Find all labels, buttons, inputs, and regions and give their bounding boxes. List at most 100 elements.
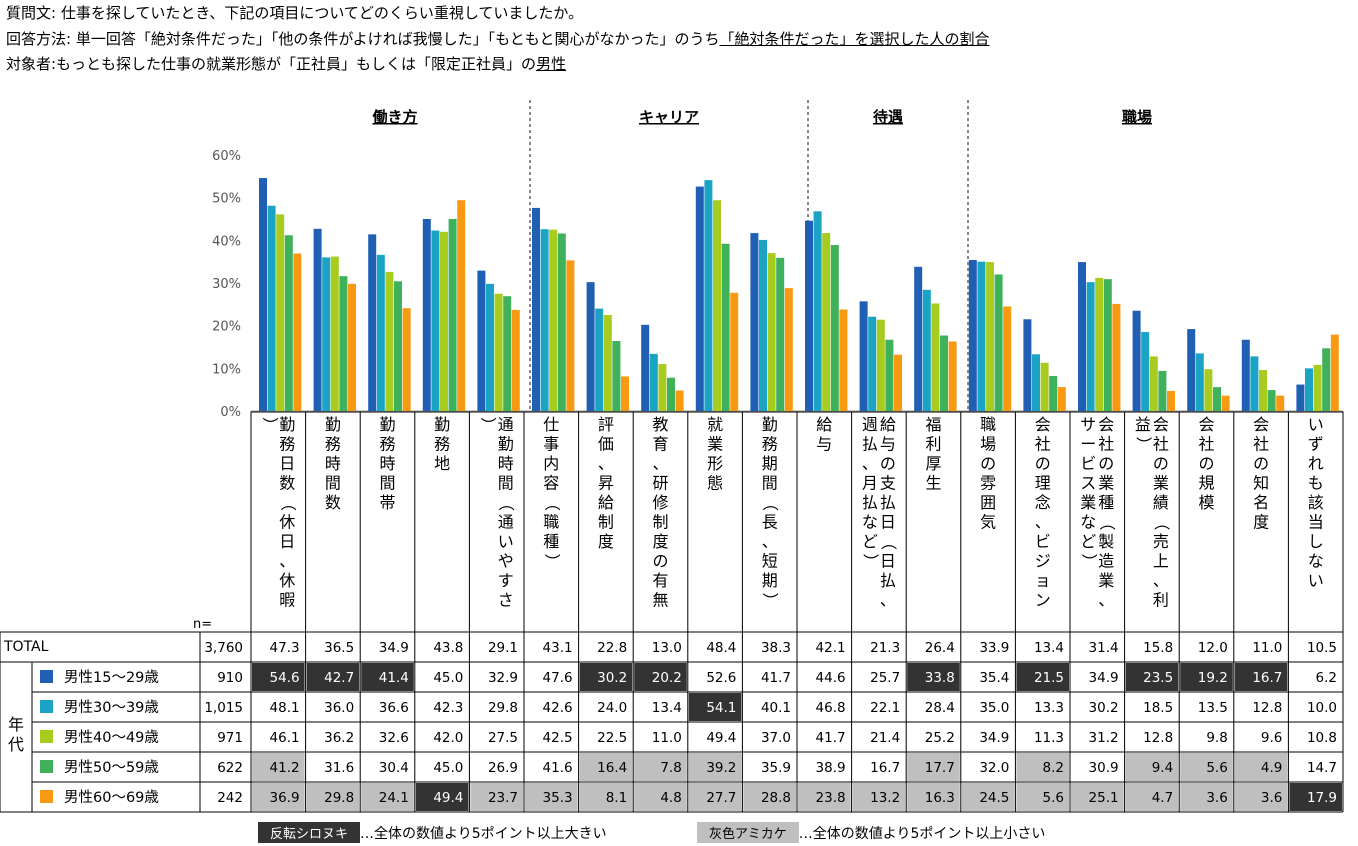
highlight-gray-cell xyxy=(579,753,633,781)
highlight-dark-cell xyxy=(361,663,414,691)
category-label-char: 評 xyxy=(598,415,614,434)
table-cell-value: 23.8 xyxy=(816,790,846,806)
category-label-char: い xyxy=(498,532,514,551)
bar xyxy=(431,230,440,411)
bar xyxy=(503,296,512,411)
table-cell-value: 22.5 xyxy=(597,730,627,746)
bar xyxy=(1259,370,1267,411)
category-label-char: 業 xyxy=(1153,474,1169,493)
highlight-gray-cell xyxy=(852,783,906,811)
highlight-dark-cell xyxy=(306,663,360,691)
category-label-char: の xyxy=(1153,454,1169,473)
bar xyxy=(675,390,684,411)
highlight-gray-cell xyxy=(525,783,578,811)
table-cell-value: 48.1 xyxy=(270,700,300,716)
bar xyxy=(1330,334,1339,411)
category-label-char: 勤 xyxy=(762,415,778,434)
legend-swatch xyxy=(40,790,53,803)
table-cell-value: 19.2 xyxy=(1198,670,1228,686)
category-label-char: 知 xyxy=(1253,474,1269,493)
category-label-char: 当 xyxy=(1308,513,1324,532)
bar xyxy=(1313,364,1322,411)
bar xyxy=(267,205,276,411)
table-cell-value: 9.6 xyxy=(1261,730,1282,746)
table-cell-value: 35.4 xyxy=(979,670,1009,686)
y-tick-label: 10% xyxy=(212,362,241,377)
table-cell-value: 6.2 xyxy=(1316,670,1337,686)
highlight-gray-cell xyxy=(907,753,960,781)
bar xyxy=(1204,369,1213,411)
bar xyxy=(276,214,285,411)
category-label-char: 業 xyxy=(707,435,723,454)
category-label-char: 間 xyxy=(498,474,514,493)
category-label-char: 模 xyxy=(1198,493,1214,512)
highlight-gray-cell xyxy=(252,783,305,811)
table-cell-value: 26.4 xyxy=(925,640,955,656)
category-label-char: 社 xyxy=(1153,435,1169,454)
table-cell-value: 12.8 xyxy=(1252,700,1282,716)
category-label-char: 帯 xyxy=(379,493,395,512)
category-label-char: 、 xyxy=(1035,513,1051,532)
table-cell-value: 40.1 xyxy=(761,700,791,716)
table-row-label: 男性50～59歳 xyxy=(64,759,159,776)
bar xyxy=(1195,353,1204,411)
category-label-char: 払 xyxy=(862,435,878,454)
category-label-char: ジ xyxy=(1035,552,1051,571)
category-label-char: 製 xyxy=(1098,532,1114,551)
table-cell-value: 34.9 xyxy=(979,730,1009,746)
table-cell-value: 10.5 xyxy=(1307,640,1337,656)
table-cell-value: 33.9 xyxy=(979,640,1009,656)
category-label-char: 度 xyxy=(1253,513,1269,532)
category-label-char: の xyxy=(880,454,896,473)
category-label-char: れ xyxy=(1308,454,1324,473)
legend-swatch xyxy=(40,700,53,713)
table-cell-value: 23.5 xyxy=(1143,670,1173,686)
table-cell-value: 35.9 xyxy=(761,760,791,776)
target-respondents: 対象者:もっとも探した仕事の就業形態が「正社員」もしくは「限定正社員」の男性 xyxy=(6,55,567,73)
table-cell-value: 25.1 xyxy=(1089,790,1119,806)
table-cell-value: 41.7 xyxy=(761,670,791,686)
table-cell-value: 42.7 xyxy=(324,670,354,686)
table-cell-value: 14.7 xyxy=(1307,760,1337,776)
bar xyxy=(776,257,785,411)
category-label-char: 支 xyxy=(880,474,896,493)
legend-swatch xyxy=(40,760,53,773)
category-label-char: ン xyxy=(1035,591,1051,610)
table-cell-value: 42.5 xyxy=(543,730,573,746)
category-label-char: 短 xyxy=(762,552,778,571)
category-label-char: 勤 xyxy=(279,415,295,434)
table-cell-value: 24.0 xyxy=(597,700,627,716)
category-label-char: さ xyxy=(498,591,514,610)
bar xyxy=(259,178,267,411)
bar xyxy=(1103,279,1112,411)
table-cell-value: 8.1 xyxy=(606,790,627,806)
table-cell-value: 30.4 xyxy=(379,760,409,776)
bar xyxy=(385,271,394,411)
category-label-char: 与 xyxy=(816,435,832,454)
category-label-char: い xyxy=(1308,415,1324,434)
y-tick-label: 50% xyxy=(212,192,241,207)
category-label-char: （ xyxy=(879,534,898,550)
table-cell-value: 3.6 xyxy=(1206,790,1227,806)
category-label-char: 、 xyxy=(1098,591,1114,610)
bar xyxy=(713,200,721,411)
bar xyxy=(1057,387,1066,411)
bar xyxy=(940,335,948,411)
bar xyxy=(540,229,549,411)
age-group-label: 代 xyxy=(8,735,24,754)
bar xyxy=(330,256,339,411)
category-label-char: 業 xyxy=(1098,474,1114,493)
highlight-gray-cell xyxy=(1125,783,1179,811)
table-cell-value: 30.9 xyxy=(1089,760,1119,776)
category-label-char: 気 xyxy=(980,513,996,532)
bar xyxy=(1221,395,1230,411)
category-label-char: 休 xyxy=(279,513,295,532)
group-label: 働き方 xyxy=(371,108,417,126)
table-cell-value: 41.7 xyxy=(816,730,846,746)
table-cell-value: 29.8 xyxy=(488,700,518,716)
table-cell-value: 5.6 xyxy=(1043,790,1064,806)
category-label-char: 規 xyxy=(1198,474,1214,493)
bar xyxy=(876,319,885,411)
table-cell-value: 17.9 xyxy=(1307,790,1337,806)
